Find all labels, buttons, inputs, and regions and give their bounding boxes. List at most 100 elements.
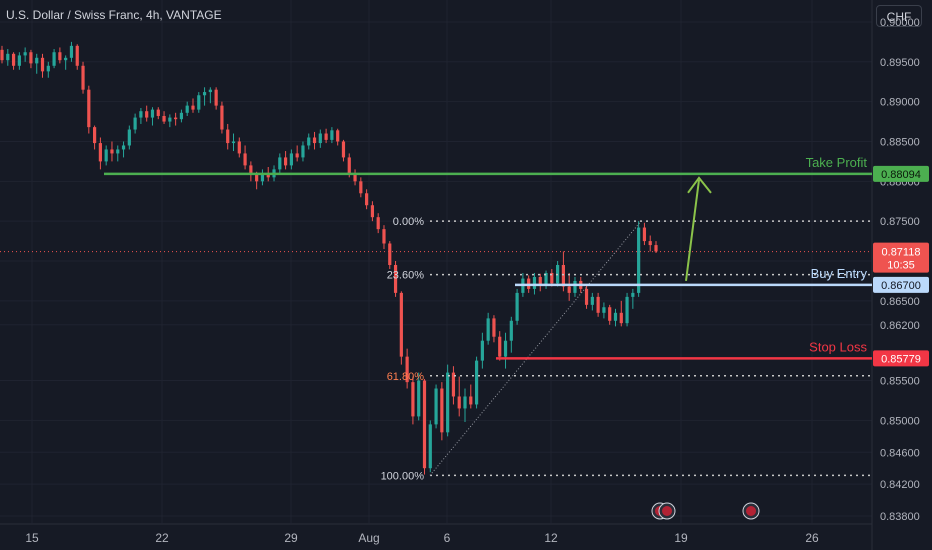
fib-label: 0.00% <box>393 216 424 228</box>
candle-body <box>168 117 172 122</box>
candle-body <box>347 157 351 174</box>
candle-body <box>428 424 432 469</box>
candle-body <box>243 153 247 166</box>
candle-body <box>116 149 120 154</box>
candle-body <box>289 153 293 166</box>
date-tick-label: 12 <box>544 531 558 545</box>
candle-body <box>46 65 50 72</box>
candle-body <box>139 111 143 118</box>
take-profit-label: Take Profit <box>806 155 868 170</box>
candle-body <box>625 296 629 324</box>
price-tick-label: 0.85000 <box>880 415 920 427</box>
candle-body <box>469 396 473 405</box>
candle-body <box>17 55 21 66</box>
buy-entry-price-tag-bg <box>873 276 929 293</box>
candle-body <box>318 133 322 144</box>
candle-body <box>619 312 623 324</box>
price-tick-label: 0.85500 <box>880 376 920 388</box>
candle-body <box>474 360 479 405</box>
candle-body <box>451 372 456 397</box>
candle-body <box>191 105 195 110</box>
candle-body <box>237 141 241 154</box>
price-tick-label: 0.90000 <box>880 17 920 29</box>
candle-body <box>110 149 114 154</box>
candle-body <box>370 205 375 218</box>
candle-body <box>637 227 641 293</box>
candle-body <box>561 265 565 287</box>
candle-body <box>417 380 421 417</box>
buy-entry-price-tag: 0.86700 <box>881 280 921 292</box>
candle-body <box>231 141 236 144</box>
date-tick-label: 15 <box>25 531 39 545</box>
candle-body <box>87 89 91 128</box>
price-tick-label: 0.88500 <box>880 136 920 148</box>
candle-body <box>312 137 317 144</box>
candle-body <box>133 117 137 130</box>
candle-body <box>0 49 4 61</box>
candle-body <box>202 92 207 96</box>
date-tick-label: 29 <box>284 531 298 545</box>
candle-body <box>642 227 647 242</box>
stop-loss-label: Stop Loss <box>809 339 867 354</box>
candle-body <box>440 388 444 433</box>
candle-body <box>226 129 230 144</box>
fib-trend-line <box>429 220 642 476</box>
price-tick-label: 0.89500 <box>880 57 920 69</box>
candle-body <box>121 145 126 150</box>
price-tick-label: 0.89000 <box>880 97 920 109</box>
candle-countdown: 10:35 <box>887 260 915 272</box>
candle-body <box>405 356 409 383</box>
candle-body <box>584 288 589 305</box>
candle-body <box>567 286 571 293</box>
candle-body <box>596 296 600 313</box>
candle-body <box>590 296 594 305</box>
candle-body <box>399 292 403 357</box>
candle-body <box>608 307 612 321</box>
projection-arrow <box>685 179 700 282</box>
candle-body <box>64 57 68 61</box>
date-tick-label: 6 <box>444 531 451 545</box>
us-flag-icon <box>662 506 672 516</box>
candle-body <box>463 396 467 409</box>
candle-body <box>388 243 392 265</box>
candle-body <box>81 65 85 90</box>
candle-body <box>359 181 363 194</box>
candle-body <box>538 276 542 285</box>
candle-body <box>480 340 484 361</box>
candle-body <box>174 117 178 120</box>
candle-body <box>197 95 201 110</box>
candle-body <box>93 127 97 144</box>
candle-body <box>156 109 160 116</box>
candle-body <box>486 318 490 341</box>
candle-body <box>648 241 652 246</box>
price-tick-label: 0.86200 <box>880 320 920 332</box>
candle-body <box>341 141 346 158</box>
candle-body <box>104 149 108 162</box>
candle-body <box>69 45 74 58</box>
date-tick-label: 26 <box>805 531 819 545</box>
candle-body <box>295 153 299 158</box>
candle-body <box>411 382 415 417</box>
candle-body <box>11 53 16 66</box>
candle-body <box>422 380 427 469</box>
date-tick-label: 19 <box>674 531 688 545</box>
candle-body <box>127 129 131 146</box>
candle-body <box>35 57 39 64</box>
candle-body <box>58 52 62 61</box>
fib-label: 23.60% <box>387 270 425 282</box>
candle-body <box>98 143 102 162</box>
candle-body <box>365 193 369 206</box>
candle-body <box>324 133 328 140</box>
candle-body <box>602 307 606 313</box>
candle-body <box>255 174 259 182</box>
candle-body <box>150 109 155 118</box>
stop-loss-price-tag: 0.85779 <box>881 353 921 365</box>
candle-body <box>283 157 288 166</box>
fib-label: 61.80% <box>387 371 425 383</box>
date-tick-label: 22 <box>155 531 169 545</box>
currency-button[interactable]: CHF <box>876 5 922 27</box>
candle-body <box>457 396 461 409</box>
candle-body <box>532 276 537 289</box>
candle-body <box>307 137 311 146</box>
